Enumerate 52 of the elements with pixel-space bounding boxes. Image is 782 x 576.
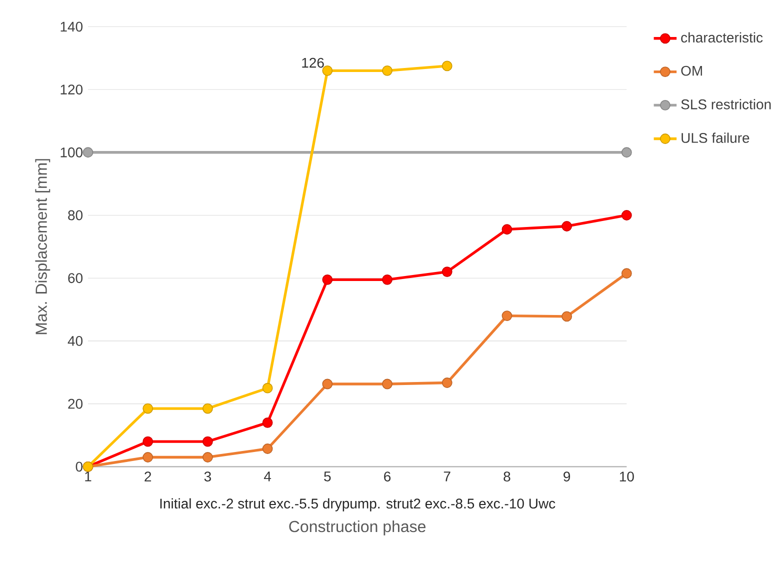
- point: [382, 65, 392, 76]
- point: [202, 436, 213, 447]
- x-tick-label: 4: [264, 472, 272, 482]
- point: [382, 378, 392, 390]
- x-tick-label: 1: [85, 472, 92, 482]
- x-tick-label: 5: [324, 472, 331, 482]
- y-tick-label: 0: [76, 462, 83, 472]
- x-tick-label: 2: [144, 472, 152, 482]
- y-tick-label: 40: [68, 336, 83, 346]
- point: [621, 147, 632, 158]
- point: [142, 436, 154, 447]
- legend-label: SLS restriction: [681, 99, 771, 110]
- point: [262, 417, 273, 428]
- legend-label: OM: [681, 66, 702, 76]
- point: [142, 403, 154, 414]
- point: [82, 147, 94, 158]
- point: [502, 224, 512, 235]
- y-tick-label: 100: [60, 147, 83, 158]
- point: [262, 382, 273, 394]
- y-tick-label: 20: [68, 398, 83, 409]
- x-tick-label: 6: [384, 472, 391, 482]
- y-tick-label: 120: [60, 84, 83, 94]
- y-tick-label: 60: [68, 273, 83, 284]
- y-tick-label: 80: [68, 210, 83, 220]
- point: [442, 60, 452, 72]
- point: [562, 221, 572, 232]
- y-tick-label: 140: [60, 22, 83, 32]
- point: [322, 65, 333, 76]
- x-axis-title: Construction phase: [289, 520, 426, 536]
- point: [322, 274, 333, 285]
- point: [621, 268, 632, 279]
- y-axis-title: Max. Displacement [mm]: [35, 159, 50, 334]
- point: [262, 444, 273, 454]
- x-tick-label: 10: [620, 472, 634, 482]
- x-tick-label: 9: [564, 472, 570, 482]
- point: [202, 403, 213, 414]
- point: [442, 378, 452, 388]
- point: [502, 310, 512, 322]
- data-label: 126: [302, 58, 324, 68]
- point: [202, 452, 213, 462]
- legend-label: characteristic: [681, 32, 763, 43]
- point: [322, 378, 333, 390]
- point: [382, 274, 392, 285]
- point: [562, 311, 572, 322]
- x-tick-label: 8: [504, 472, 510, 482]
- legend-label: ULS failure: [682, 132, 750, 143]
- point: [442, 266, 452, 278]
- point: [621, 210, 632, 220]
- text: Initial exc.-2 strut exc.-5.5 drypump. strut2 exc.-8.5 exc.-10 Uwc: [160, 498, 556, 512]
- x-tick-label: 7: [444, 472, 450, 482]
- x-tick-label: 3: [204, 472, 211, 482]
- point: [142, 452, 154, 462]
